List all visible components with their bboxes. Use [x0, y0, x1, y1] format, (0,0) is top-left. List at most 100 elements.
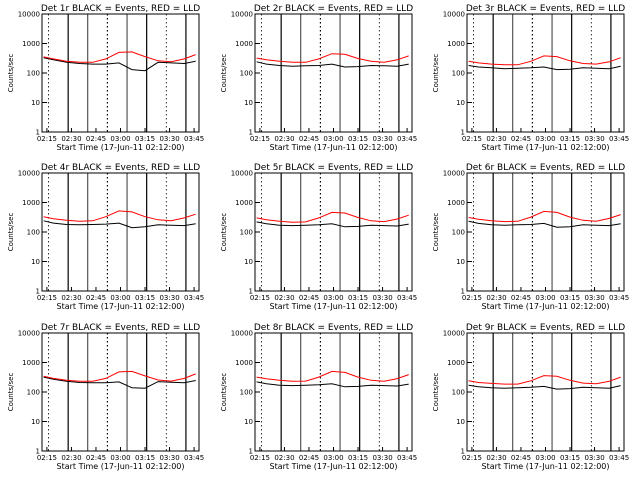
- x-tick-label: 03:15: [348, 294, 368, 302]
- lld-series-line: [468, 375, 621, 385]
- y-tick-label: 1000: [235, 359, 253, 367]
- y-tick-label: 1: [36, 288, 40, 296]
- y-tick-label: 10: [456, 258, 465, 266]
- x-tick-label: 02:30: [274, 135, 294, 143]
- detector-panel: Det 2r BLACK = Events, RED = LLD10000100…: [220, 4, 417, 152]
- plot-frame: [41, 172, 200, 292]
- x-tick-label: 02:45: [511, 135, 531, 143]
- events-series-line: [43, 376, 196, 389]
- x-axis-label: Start Time (17-Jun-11 02:12:00): [57, 143, 185, 152]
- x-tick-label: 02:30: [61, 135, 81, 143]
- x-tick-label: 02:45: [511, 294, 531, 302]
- x-tick-label: 03:45: [184, 454, 204, 462]
- y-axis-label: Counts/sec: [432, 213, 440, 252]
- y-tick-label: 10000: [231, 330, 253, 338]
- x-tick-label: 03:30: [584, 294, 604, 302]
- x-axis-label: Start Time (17-Jun-11 02:12:00): [270, 462, 398, 471]
- x-axis-label: Start Time (17-Jun-11 02:12:00): [482, 302, 610, 311]
- x-tick-label: 03:15: [560, 294, 580, 302]
- panel-title: Det 9r BLACK = Events, RED = LLD: [466, 323, 625, 333]
- lld-series-line: [256, 370, 409, 382]
- x-tick-label: 03:15: [135, 135, 155, 143]
- x-tick-label: 03:15: [135, 294, 155, 302]
- detector-panel: Det 8r BLACK = Events, RED = LLD10000100…: [220, 323, 417, 471]
- detector-panel: Det 9r BLACK = Events, RED = LLD10000100…: [432, 323, 629, 471]
- y-tick-label: 1000: [447, 199, 465, 207]
- lld-series-line: [43, 370, 196, 382]
- y-tick-label: 100: [27, 229, 40, 237]
- y-tick-label: 1: [36, 129, 40, 137]
- y-tick-label: 10: [244, 99, 253, 107]
- x-axis-label: Start Time (17-Jun-11 02:12:00): [270, 302, 398, 311]
- x-tick-label: 03:45: [184, 294, 204, 302]
- x-tick-label: 02:45: [299, 294, 319, 302]
- y-axis-label: Counts/sec: [220, 373, 228, 412]
- x-tick-label: 03:45: [609, 135, 629, 143]
- lld-series-line: [256, 53, 409, 63]
- lld-series-line: [468, 55, 621, 66]
- x-tick-label: 03:30: [372, 294, 392, 302]
- y-tick-label: 10000: [18, 11, 40, 19]
- y-tick-label: 1: [249, 129, 253, 137]
- y-tick-label: 1: [461, 288, 465, 296]
- x-tick-label: 03:00: [323, 454, 343, 462]
- y-tick-label: 10000: [443, 330, 465, 338]
- y-tick-label: 100: [240, 389, 253, 397]
- x-tick-label: 02:15: [250, 135, 270, 143]
- x-tick-label: 03:15: [135, 454, 155, 462]
- x-tick-label: 03:00: [323, 294, 343, 302]
- y-tick-label: 1000: [447, 359, 465, 367]
- events-series-line: [468, 220, 621, 228]
- y-tick-label: 1000: [447, 40, 465, 48]
- x-tick-label: 03:15: [348, 135, 368, 143]
- lld-series-line: [468, 210, 621, 223]
- x-tick-label: 03:30: [159, 454, 179, 462]
- y-tick-label: 10000: [443, 170, 465, 178]
- x-tick-label: 03:00: [535, 454, 555, 462]
- y-tick-label: 10: [31, 258, 40, 266]
- y-tick-label: 10: [244, 418, 253, 426]
- x-tick-label: 03:45: [397, 294, 417, 302]
- y-axis-label: Counts/sec: [7, 373, 15, 412]
- panel-title: Det 6r BLACK = Events, RED = LLD: [466, 163, 625, 173]
- y-tick-label: 10000: [18, 170, 40, 178]
- y-tick-label: 100: [27, 70, 40, 78]
- plot-frame: [466, 332, 625, 452]
- y-tick-label: 100: [452, 70, 465, 78]
- x-tick-label: 03:45: [609, 294, 629, 302]
- x-tick-label: 02:30: [61, 454, 81, 462]
- detector-panel: Det 5r BLACK = Events, RED = LLD10000100…: [220, 163, 417, 311]
- y-tick-label: 1000: [22, 199, 40, 207]
- x-tick-label: 03:45: [397, 135, 417, 143]
- events-series-line: [43, 57, 196, 72]
- x-tick-label: 02:15: [250, 454, 270, 462]
- x-axis-label: Start Time (17-Jun-11 02:12:00): [482, 143, 610, 152]
- x-tick-label: 02:45: [299, 135, 319, 143]
- x-tick-label: 02:30: [486, 135, 506, 143]
- lld-series-line: [43, 51, 196, 63]
- y-tick-label: 100: [240, 70, 253, 78]
- plot-frame: [254, 172, 413, 292]
- y-tick-label: 100: [452, 389, 465, 397]
- x-tick-label: 02:30: [486, 454, 506, 462]
- plot-frame: [254, 13, 413, 133]
- x-tick-label: 02:15: [250, 294, 270, 302]
- y-tick-label: 1: [249, 288, 253, 296]
- y-tick-label: 10: [456, 418, 465, 426]
- x-tick-label: 03:30: [159, 294, 179, 302]
- x-tick-label: 03:30: [584, 454, 604, 462]
- y-axis-label: Counts/sec: [7, 54, 15, 93]
- y-tick-label: 100: [452, 229, 465, 237]
- panel-title: Det 3r BLACK = Events, RED = LLD: [466, 4, 625, 14]
- x-tick-label: 02:15: [462, 135, 482, 143]
- y-tick-label: 10000: [231, 170, 253, 178]
- y-tick-label: 10000: [443, 11, 465, 19]
- x-tick-label: 03:45: [609, 454, 629, 462]
- plot-frame: [41, 332, 200, 452]
- y-tick-label: 10: [31, 418, 40, 426]
- events-series-line: [256, 61, 409, 68]
- x-tick-label: 03:15: [560, 135, 580, 143]
- detector-panel: Det 4r BLACK = Events, RED = LLD10000100…: [7, 163, 204, 311]
- y-tick-label: 10: [244, 258, 253, 266]
- y-axis-label: Counts/sec: [432, 373, 440, 412]
